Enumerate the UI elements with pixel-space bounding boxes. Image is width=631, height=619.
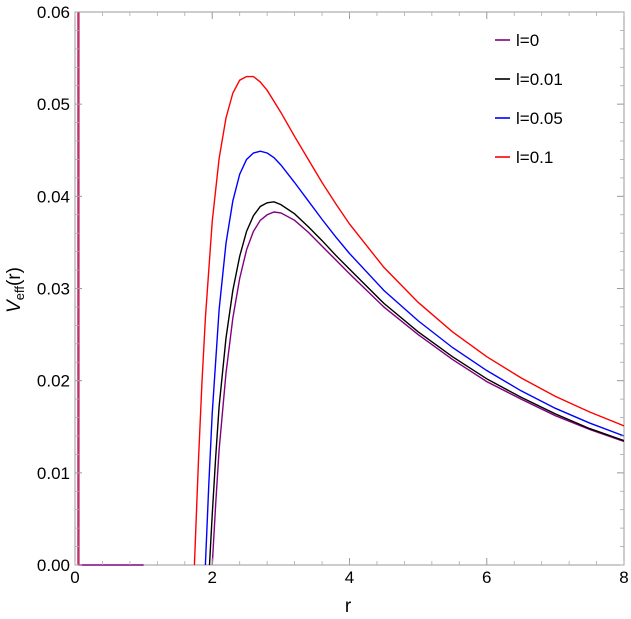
plot-border	[74, 11, 625, 566]
legend-label: l=0.01	[516, 70, 563, 89]
legend-label: l=0	[516, 31, 539, 50]
y-tick-label: 0.06	[37, 3, 70, 22]
legend-label: l=0.05	[516, 109, 563, 128]
y-tick-label: 0.02	[37, 372, 70, 391]
y-tick-label: 0.03	[37, 280, 70, 299]
series-line-l-0-05	[204, 150, 624, 565]
x-axis-label: r	[345, 596, 352, 617]
x-tick-label: 2	[208, 568, 217, 587]
series-line-l-0-01	[208, 201, 624, 565]
y-axis-label-base: V	[4, 298, 25, 313]
x-axis-ticks: 0 2 4 6 8	[70, 12, 629, 587]
series-line-l-0	[211, 211, 624, 565]
y-tick-label: 0.05	[37, 95, 70, 114]
near-zero-vertical-line-layer	[77, 12, 144, 566]
y-tick-label: 0.01	[37, 464, 70, 483]
x-tick-label: 4	[345, 568, 354, 587]
x-tick-label: 0	[70, 568, 79, 587]
series-line-l-0-1	[193, 75, 624, 565]
legend-label: l=0.1	[516, 148, 553, 167]
x-tick-label: 8	[619, 568, 628, 587]
y-axis-label-subscript: eff	[12, 286, 27, 301]
y-tick-label: 0.00	[37, 556, 70, 575]
y-axis-label: Veff(r)	[4, 267, 27, 313]
y-axis-ticks: 0.00 0.01 0.02 0.03 0.04 0.05 0.06	[37, 3, 624, 575]
legend: l=0 l=0.01 l=0.05 l=0.1	[495, 31, 563, 167]
series-layer	[193, 75, 624, 565]
y-axis-label-tail: (r)	[4, 267, 25, 286]
x-tick-label: 6	[482, 568, 491, 587]
y-tick-label: 0.04	[37, 187, 70, 206]
plot-frame	[74, 11, 625, 566]
